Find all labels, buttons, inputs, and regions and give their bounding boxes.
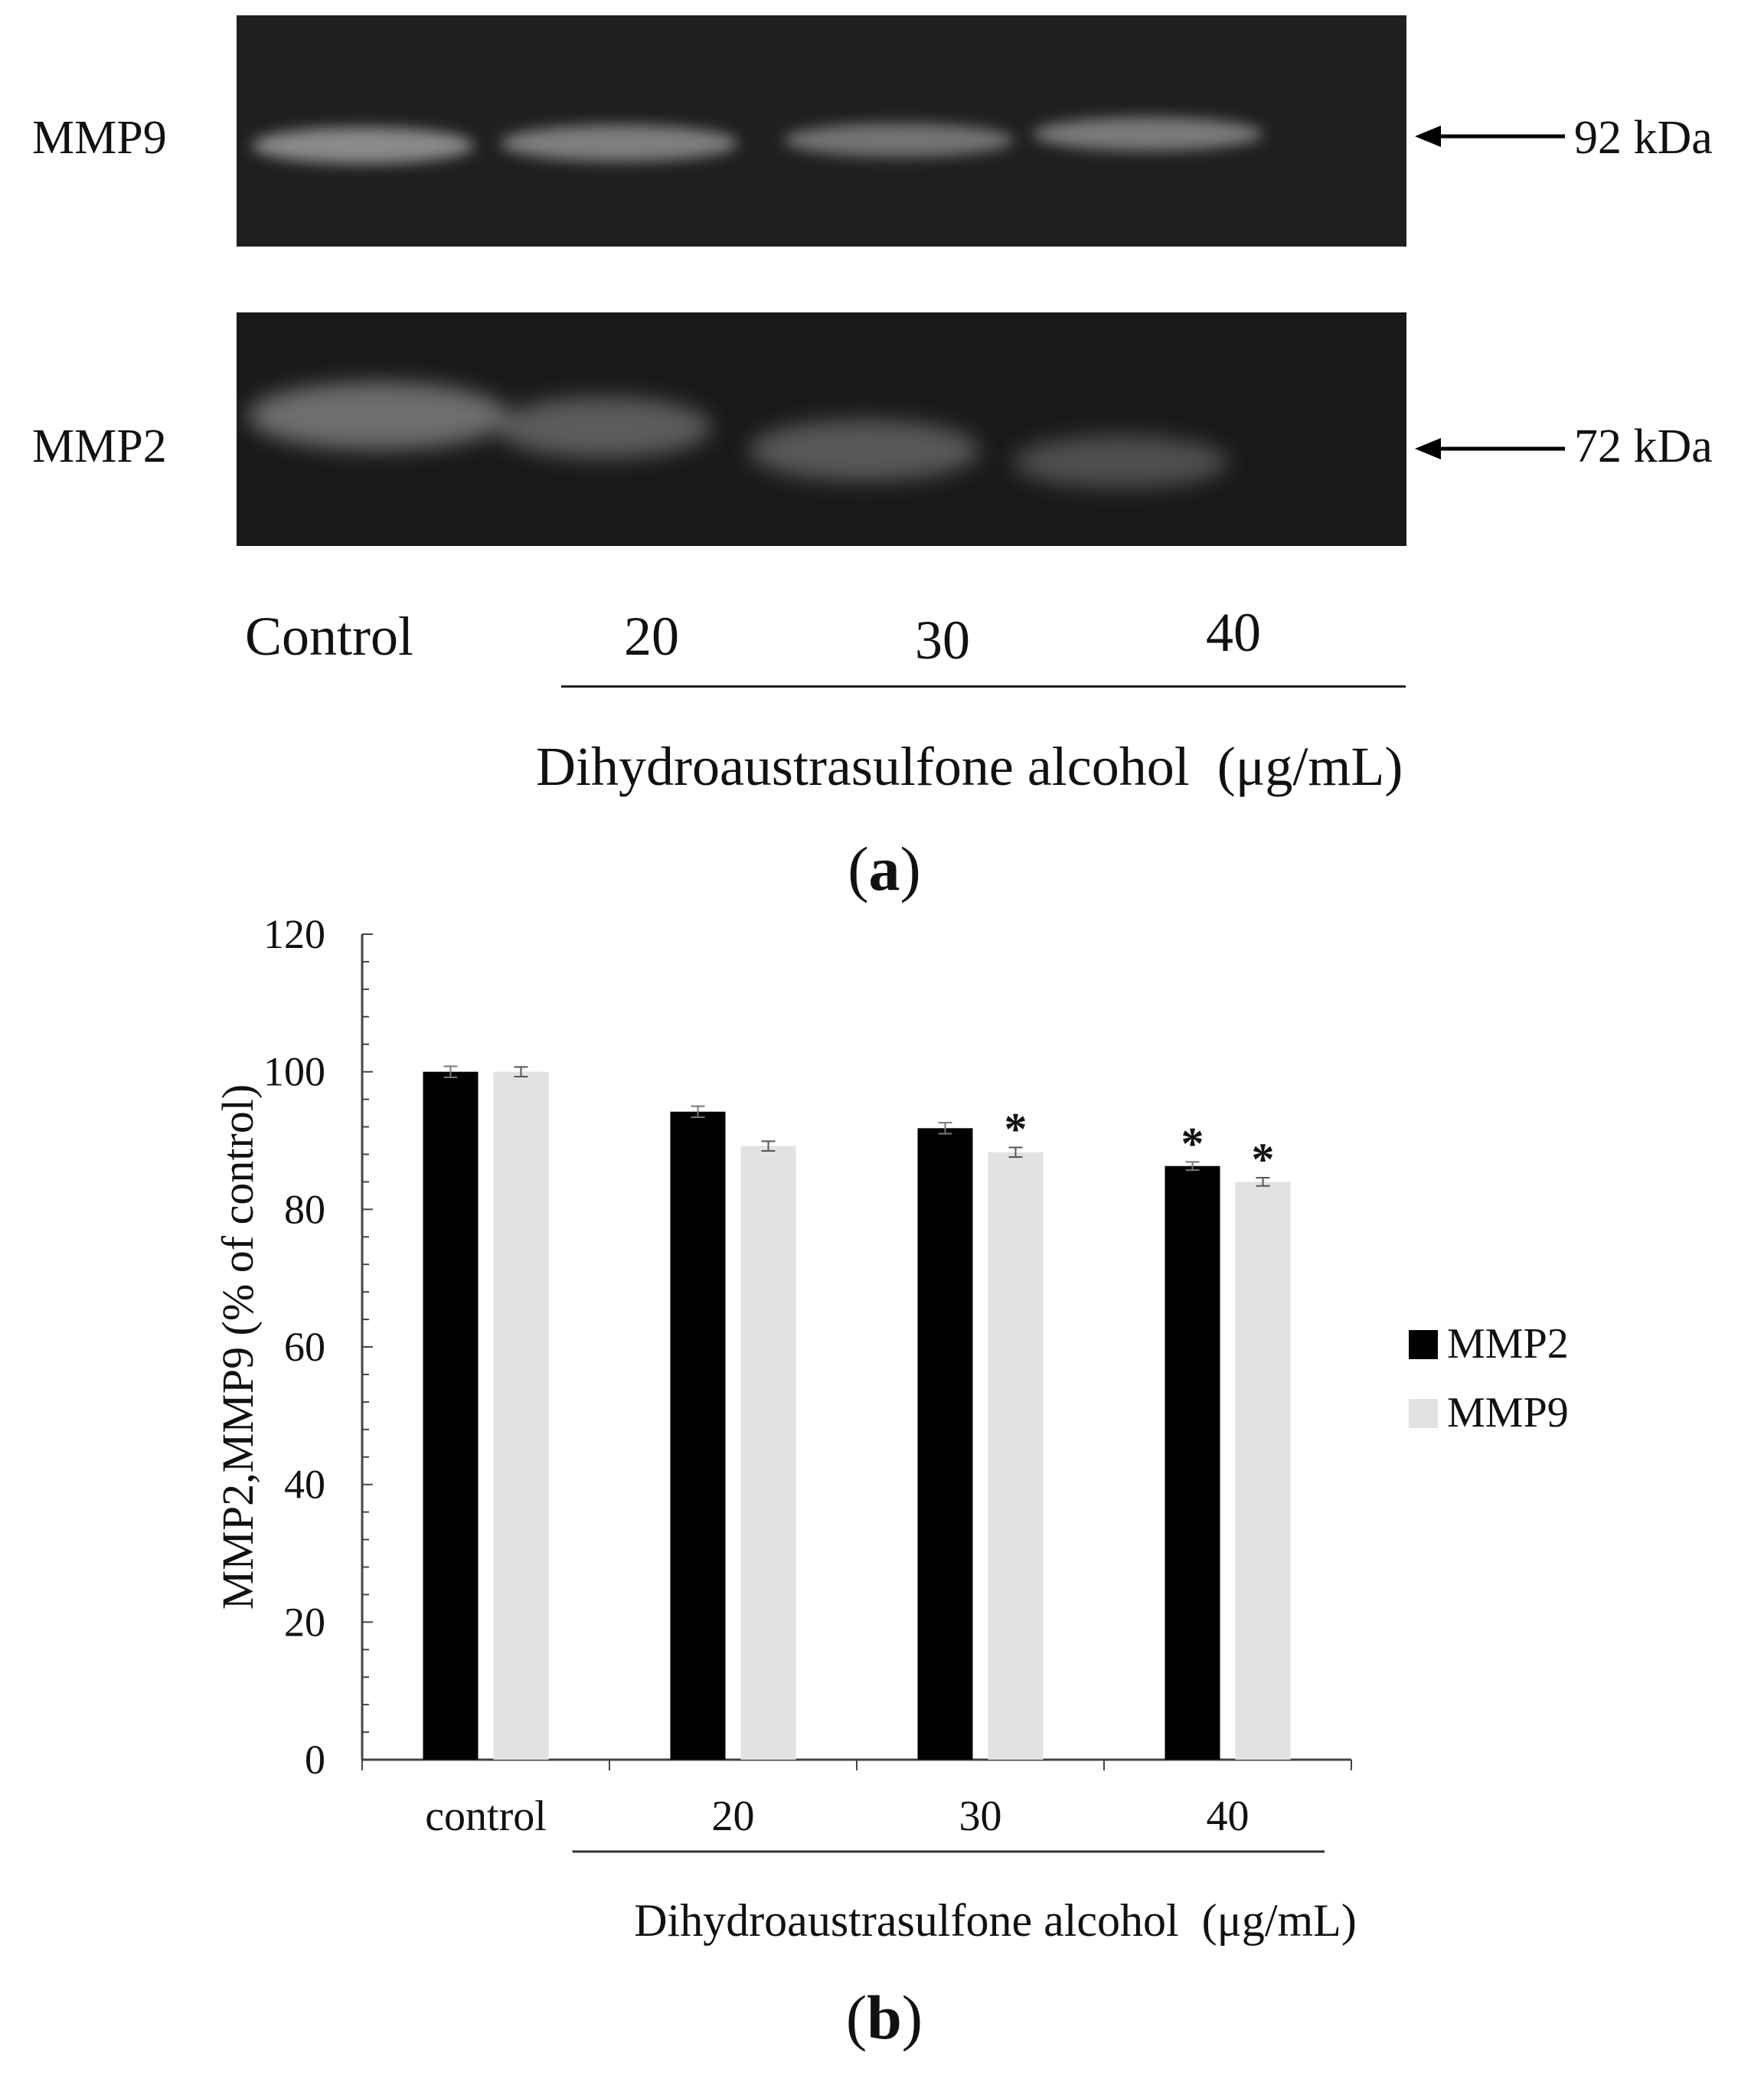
gel-mmp9-image — [237, 15, 1406, 247]
bar-chart: 0 20 40 60 80 100 120 MMP2,MMP9 (% of control) c… — [213, 911, 1569, 1946]
marker-72-kda: 72 kDa — [1574, 420, 1713, 472]
bar-mmp9 — [988, 1152, 1044, 1760]
x-axis-label: Dihydroaustrasulfone alcohol (μg/mL) — [634, 1895, 1357, 1946]
marker-arrow-72-icon — [1415, 438, 1565, 459]
y-tick-label: 0 — [305, 1737, 325, 1783]
bar-mmp2 — [1165, 1165, 1220, 1760]
lane-label-40: 40 — [1206, 602, 1261, 663]
bar-mmp9 — [1235, 1182, 1291, 1760]
bar-mmp9 — [493, 1071, 549, 1760]
panel-b-tag: (b) — [845, 1982, 923, 2052]
bar-mmp9 — [740, 1146, 796, 1760]
lane-label-control: Control — [245, 606, 414, 667]
gel-mmp9 — [237, 15, 1406, 247]
x-tick-label: control — [425, 1793, 547, 1840]
y-tick-label: 120 — [263, 911, 325, 957]
y-tick-label: 60 — [284, 1324, 325, 1370]
y-axis-label: MMP2,MMP9 (% of control) — [213, 1084, 263, 1610]
significance-star: * — [1004, 1103, 1027, 1154]
gel-mmp2-label: MMP2 — [32, 420, 167, 472]
bar-mmp2 — [423, 1071, 479, 1760]
gel-mmp2-image — [237, 312, 1406, 546]
x-tick-label: 40 — [1207, 1793, 1250, 1840]
lane-label-30: 30 — [915, 610, 970, 671]
legend-swatch-mmp9 — [1409, 1399, 1438, 1428]
treatment-label-a: Dihydroaustrasulfone alcohol (μg/mL) — [536, 736, 1403, 797]
y-tick-label: 100 — [263, 1049, 325, 1095]
y-tick-label: 40 — [284, 1462, 325, 1508]
gel-mmp2 — [237, 312, 1406, 546]
marker-arrow-92-icon — [1415, 126, 1565, 147]
significance-star: * — [1252, 1134, 1275, 1185]
treatment-bracket-line — [561, 685, 1406, 688]
legend-label-mmp2: MMP2 — [1447, 1320, 1569, 1368]
gel-mmp9-label: MMP9 — [32, 112, 167, 164]
legend-label-mmp9: MMP9 — [1447, 1389, 1569, 1437]
panel-a-tag: (a) — [848, 834, 921, 904]
significance-star: * — [1181, 1118, 1204, 1169]
marker-92-kda: 92 kDa — [1574, 112, 1713, 164]
lane-label-20: 20 — [624, 606, 679, 667]
bar-mmp2 — [670, 1111, 726, 1760]
legend-swatch-mmp2 — [1409, 1330, 1438, 1359]
x-tick-label: 20 — [712, 1793, 755, 1840]
x-tick-label: 30 — [959, 1793, 1002, 1840]
y-tick-label: 20 — [284, 1599, 325, 1645]
bar-mmp2 — [917, 1128, 973, 1760]
y-tick-label: 80 — [284, 1186, 325, 1232]
